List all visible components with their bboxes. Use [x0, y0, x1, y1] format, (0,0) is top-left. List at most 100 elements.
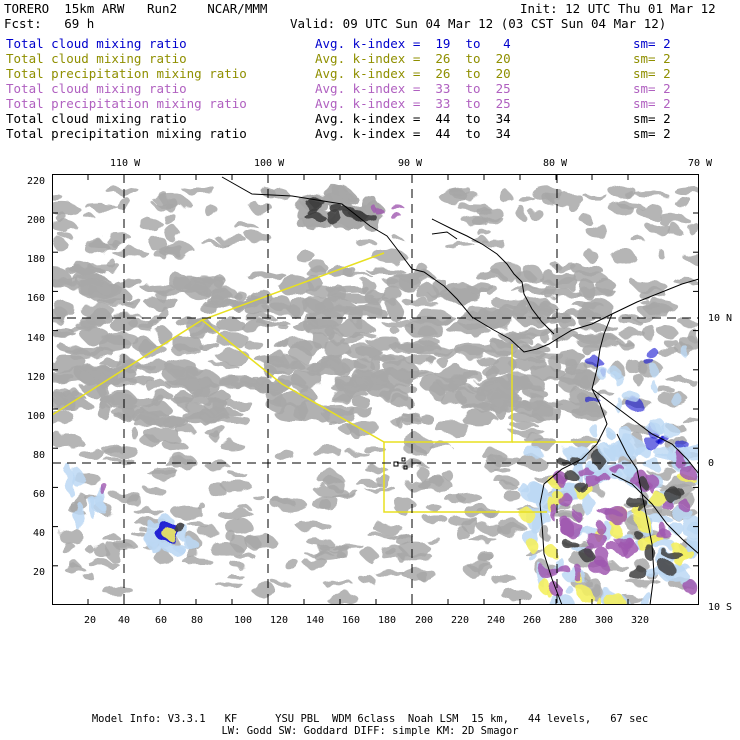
cloud-cell — [243, 313, 276, 321]
cloud-cell — [252, 493, 264, 500]
axis-ticks — [52, 174, 699, 605]
x-tick-label: 80 — [191, 615, 204, 626]
lat-lon-grid — [52, 174, 699, 605]
cloud-cell — [406, 461, 426, 466]
cloud-cell — [84, 571, 94, 582]
cloud-cell — [585, 533, 609, 549]
cloud-cell — [584, 250, 598, 261]
cloud-cell — [389, 394, 414, 407]
y-tick-label: 60 — [33, 489, 46, 500]
cloud-cell — [224, 518, 253, 534]
cloud-cell — [660, 422, 678, 437]
cloud-cell — [270, 339, 292, 347]
cloud-cell — [323, 340, 351, 359]
cloud-cell — [295, 520, 331, 531]
cloud-cell — [492, 576, 518, 585]
cloud-cell — [66, 267, 104, 276]
y-tick-label: 80 — [33, 450, 46, 461]
cloud-cell — [278, 276, 313, 297]
cloud-cell — [65, 464, 74, 496]
cloud-cell — [272, 580, 289, 586]
cloud-cell — [510, 422, 539, 429]
cloud-cell — [164, 226, 181, 242]
cloud-cell — [329, 543, 364, 549]
legend-row: Total cloud mixing ratio Avg. k-index = 1… — [6, 36, 671, 51]
cloud-cell — [273, 450, 295, 460]
cloud-cell — [383, 319, 414, 329]
cloud-cell — [216, 376, 260, 390]
cloud-cell — [399, 552, 433, 561]
cloud-cell — [371, 206, 378, 213]
cloud-cell — [52, 368, 92, 384]
cloud-cell — [86, 559, 118, 567]
cloud-cell — [583, 194, 609, 199]
cloud-cell — [656, 348, 681, 356]
cloud-cell — [576, 332, 619, 344]
cloud-cell — [96, 372, 111, 389]
cloud-cell — [653, 447, 672, 457]
cloud-cell — [546, 544, 556, 558]
cloud-cell — [85, 204, 119, 210]
cloud-cell — [443, 495, 466, 502]
cloud-cell — [662, 550, 683, 560]
cloud-cell — [366, 531, 395, 537]
cloud-cell — [638, 298, 649, 303]
cloud-cell — [658, 326, 678, 339]
cloud-cell — [262, 186, 275, 199]
x-tick-label: 160 — [342, 615, 361, 626]
cloud-cell — [539, 566, 560, 581]
cloud-cell — [184, 373, 198, 392]
cloud-cell — [130, 531, 147, 537]
cloud-cell — [111, 247, 148, 257]
cloud-cell — [232, 562, 246, 571]
cloud-cell — [619, 337, 632, 350]
cloud-cell — [293, 320, 311, 332]
cloud-cell — [573, 288, 617, 296]
cloud-cell — [306, 200, 323, 212]
cloud-cell — [362, 447, 387, 453]
cloud-cell — [501, 590, 532, 601]
cloud-cell — [611, 249, 637, 265]
cloud-cell — [444, 243, 477, 249]
cloud-cell — [427, 356, 437, 364]
cloud-cell — [307, 325, 340, 337]
cloud-cell — [137, 218, 163, 230]
cloud-cell — [381, 353, 407, 367]
cloud-cell — [102, 534, 121, 542]
cloud-cell — [529, 407, 564, 419]
cloud-cell — [581, 343, 602, 356]
cloud-cell — [163, 528, 177, 540]
lat-label: 0 — [708, 458, 715, 469]
cloud-cell — [291, 368, 323, 389]
cloud-cell — [493, 475, 517, 485]
cloud-cell — [114, 412, 130, 420]
lat-label: 10 N — [708, 313, 733, 324]
cloud-cell — [364, 465, 388, 472]
cloud-cell — [170, 504, 204, 519]
cloud-cell — [96, 401, 111, 419]
cloud-cell — [83, 239, 109, 255]
cloud-cell — [150, 396, 167, 407]
cloud-cell — [562, 539, 578, 550]
cloud-cell — [145, 487, 166, 496]
cloud-cell — [382, 286, 403, 306]
cloud-cell — [324, 591, 358, 604]
cloud-cell — [645, 359, 655, 367]
cloud-cell — [136, 360, 170, 374]
cloud-cell — [579, 212, 591, 224]
cloud-cell — [682, 577, 695, 593]
cloud-cell — [502, 490, 522, 501]
cloud-cell — [105, 186, 139, 195]
cloud-cell — [618, 330, 647, 338]
cloud-cell — [656, 386, 675, 393]
cloud-cell — [578, 585, 591, 603]
cloud-cell — [583, 579, 593, 586]
cloud-cell — [172, 333, 202, 354]
cloud-cell — [445, 323, 490, 335]
cloud-cell — [618, 428, 635, 445]
cloud-cell — [619, 316, 641, 326]
cloud-cell — [595, 389, 613, 394]
cloud-cell — [669, 393, 683, 405]
model-info-line: Model Info: V3.3.1 KF YSU PBL WDM 6class… — [91, 713, 649, 725]
cloud-cell — [666, 225, 682, 236]
